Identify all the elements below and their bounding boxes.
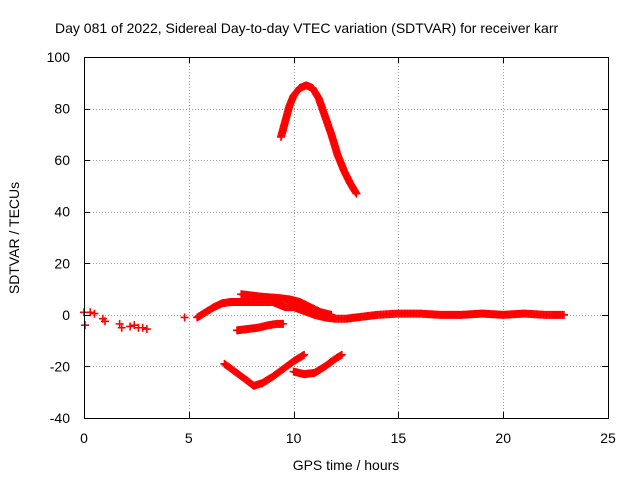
data-point: [142, 325, 151, 334]
data-point: [300, 350, 309, 359]
y-tick-label: 20: [54, 255, 70, 271]
plot-border: [84, 57, 609, 419]
y-tick-label: 100: [47, 49, 71, 65]
y-axis-label: SDTVAR / TECUs: [6, 182, 22, 294]
y-tick-label: 0: [62, 307, 70, 323]
chart-title: Day 081 of 2022, Sidereal Day-to-day VTE…: [55, 20, 558, 36]
data-point: [559, 310, 568, 319]
x-tick-label: 10: [286, 430, 302, 446]
y-tick-label: 40: [54, 204, 70, 220]
data-point: [327, 310, 336, 319]
x-tick-label: 20: [495, 430, 511, 446]
series-negative-short: [233, 319, 288, 335]
data-point: [352, 189, 361, 198]
data-point: [117, 323, 126, 332]
data-point: [90, 309, 99, 318]
x-tick-label: 5: [185, 430, 193, 446]
x-axis-label: GPS time / hours: [293, 457, 400, 473]
data-point: [180, 313, 189, 322]
data-point: [279, 319, 288, 328]
y-tick-label: 60: [54, 152, 70, 168]
series-high-arc: [277, 81, 361, 198]
series-isolated-points: [80, 308, 189, 334]
data-point: [126, 322, 135, 331]
data-point: [337, 350, 346, 359]
series-negative-dip: [220, 350, 309, 390]
x-tick-label: 25: [600, 430, 616, 446]
axis-ticks: 0 5 10 15 20 25 -40 -20 0 20 40 60 80 100: [47, 49, 616, 446]
data-point: [86, 308, 95, 317]
x-tick-label: 0: [80, 430, 88, 446]
y-tick-label: -40: [50, 410, 70, 426]
series-negative-curve: [289, 350, 346, 379]
data-point: [138, 323, 147, 332]
x-tick-label: 15: [391, 430, 407, 446]
series-upper-track: [237, 290, 336, 319]
data-point: [81, 321, 90, 330]
y-tick-label: 80: [54, 101, 70, 117]
data-point: [100, 317, 109, 326]
data-point: [130, 321, 139, 330]
y-tick-label: -20: [50, 358, 70, 374]
data-points: [80, 81, 568, 390]
